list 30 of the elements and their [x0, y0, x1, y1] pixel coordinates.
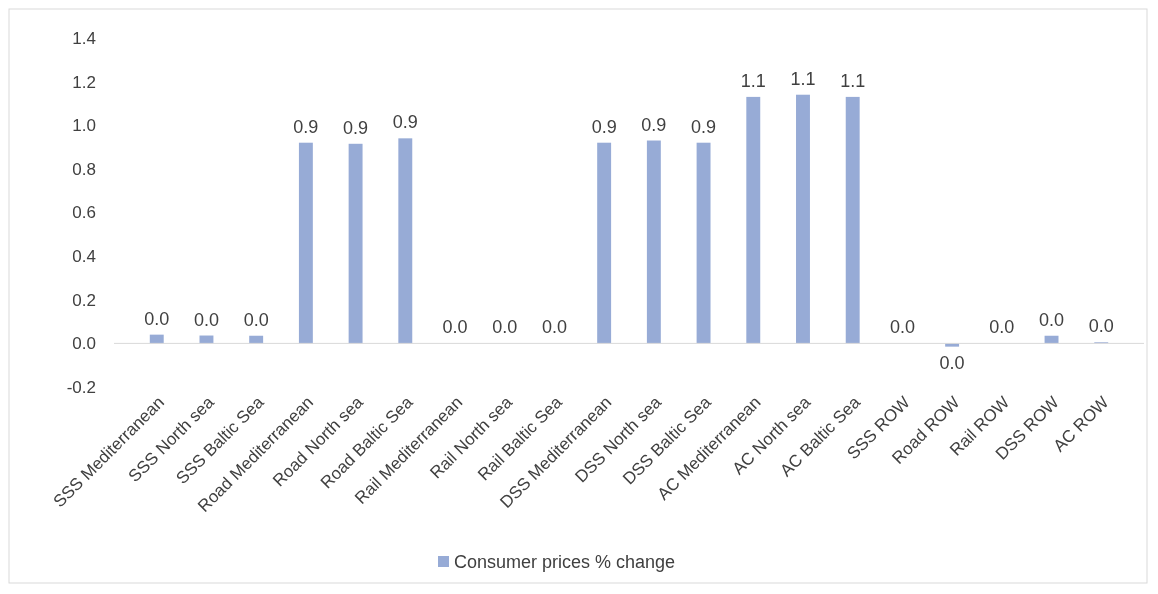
y-tick-label: 1.4	[72, 28, 96, 48]
y-tick-label: 1.0	[72, 116, 96, 136]
data-label: 0.9	[392, 112, 418, 133]
y-tick-label: 0.0	[72, 334, 96, 354]
data-label: 0.0	[1039, 309, 1065, 330]
data-label: 0.0	[541, 317, 567, 338]
data-label: 0.0	[144, 308, 170, 329]
data-label: 0.0	[442, 317, 468, 338]
data-label: 0.9	[343, 117, 369, 138]
y-tick-label: 1.2	[72, 72, 96, 92]
data-label: 0.0	[243, 309, 269, 330]
data-label: 0.9	[591, 116, 617, 137]
data-label: 0.9	[691, 116, 717, 137]
data-label: 0.0	[1088, 316, 1114, 337]
y-tick-label: 0.8	[72, 159, 96, 179]
data-label: 0.0	[492, 317, 518, 338]
y-tick-label: 0.6	[72, 203, 96, 223]
legend-label: Consumer prices % change	[454, 552, 676, 573]
data-label: 0.0	[193, 309, 219, 330]
data-label: 0.0	[889, 317, 915, 338]
data-label: 0.0	[939, 352, 965, 373]
data-label: 0.9	[641, 114, 667, 135]
data-label: 0.0	[989, 317, 1015, 338]
y-tick-label: 0.2	[72, 290, 96, 310]
data-label: 1.1	[790, 68, 816, 89]
y-tick-label: 0.4	[72, 247, 96, 267]
data-label: 0.9	[293, 116, 319, 137]
data-label: 1.1	[740, 70, 766, 91]
data-label: 1.1	[840, 70, 866, 91]
y-tick-label: -0.2	[66, 377, 96, 397]
